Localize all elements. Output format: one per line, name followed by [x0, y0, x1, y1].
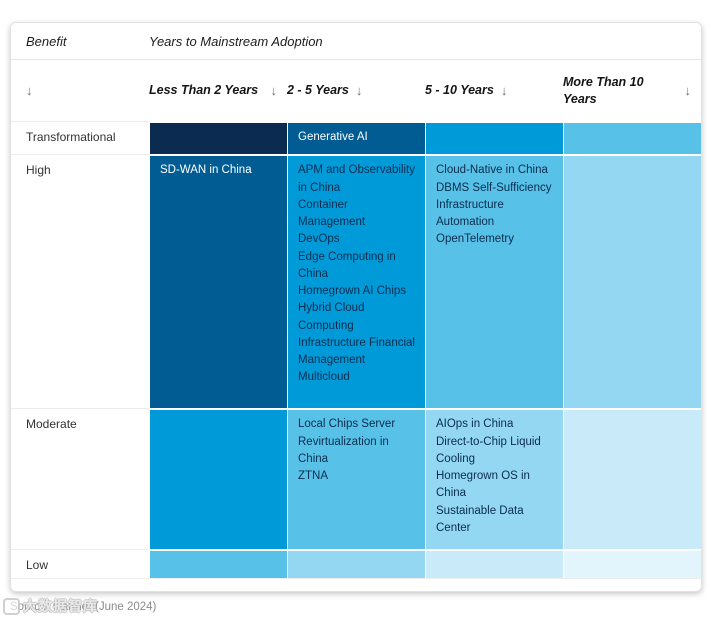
card-bottom-spacer	[11, 578, 701, 592]
sort-arrow-icon[interactable]: ↓	[684, 83, 692, 98]
column-header-label: 5 - 10 Years	[425, 83, 494, 98]
matrix-cell	[563, 408, 701, 550]
source-caption: Source: Gartner (June 2024)	[10, 601, 157, 613]
table-row: Low	[11, 549, 701, 579]
sort-arrow-icon[interactable]: ↓	[26, 83, 33, 98]
matrix-cell: AIOps in China Direct-to-Chip Liquid Cool…	[425, 408, 563, 550]
technology-item: Generative AI	[298, 131, 368, 143]
technology-item: Infrastructure Automation	[436, 198, 504, 228]
technology-item: Edge Computing in China	[298, 250, 396, 280]
matrix-cell	[149, 549, 287, 579]
matrix-cell	[287, 549, 425, 579]
table-row: Transformational Generative AI	[11, 121, 701, 155]
technology-item: Cloud-Native in China	[436, 164, 548, 177]
matrix-cell	[425, 549, 563, 579]
adoption-axis-label: Years to Mainstream Adoption	[149, 33, 323, 49]
column-header-label: 2 - 5 Years	[287, 83, 349, 98]
technology-item: DevOps	[298, 233, 340, 246]
benefit-column-header: ↓	[11, 83, 149, 98]
technology-item: Homegrown AI Chips	[298, 285, 407, 297]
column-header-5-10-years: 5 - 10 Years ↓	[425, 82, 563, 99]
technology-item: Multicloud	[298, 371, 350, 384]
sort-arrow-icon[interactable]: ↓	[355, 83, 363, 98]
table-row: Moderate Local Chips Server Revirtualizati…	[11, 408, 701, 550]
matrix-header-row-2: ↓ Less Than 2 Years ↓ 2 - 5 Years ↓ 5 - …	[11, 60, 701, 121]
technology-item: Hybrid Cloud Computing	[298, 302, 365, 332]
column-header-label: Less Than 2 Years	[149, 83, 259, 98]
technology-item: Infrastructure Financial Management	[298, 336, 415, 366]
column-header-more-than-10-years: More Than 10 Years ↓	[563, 74, 701, 108]
sort-arrow-icon[interactable]: ↓	[500, 83, 508, 98]
matrix-cell	[563, 549, 701, 579]
matrix-cell: Cloud-Native in China DBMS Self-Sufficien…	[425, 154, 563, 409]
matrix-cell	[563, 154, 701, 409]
matrix-cell	[563, 121, 701, 155]
technology-item: DBMS Self-Sufficiency	[436, 181, 552, 194]
technology-item: AIOps in China	[436, 418, 514, 431]
column-header-2-5-years: 2 - 5 Years ↓	[287, 82, 425, 99]
table-row: High SD-WAN in China APM and Observability…	[11, 154, 701, 409]
row-label: Low	[11, 549, 149, 579]
technology-item: ZTNA	[298, 470, 329, 482]
technology-item: Revirtualization in China	[298, 435, 389, 465]
matrix-cell	[149, 121, 287, 155]
technology-item: Sustainable Data Center	[436, 504, 524, 534]
priority-matrix-card: Benefit Years to Mainstream Adoption ↓ L…	[10, 22, 702, 593]
sort-arrow-icon[interactable]: ↓	[270, 83, 278, 98]
matrix-cell: SD-WAN in China	[149, 154, 287, 409]
matrix-cell: Generative AI	[287, 121, 425, 155]
technology-item: APM and Observability in China	[298, 164, 415, 194]
matrix-cell	[149, 408, 287, 550]
technology-item: Homegrown OS in China	[436, 470, 530, 500]
matrix-cell	[425, 121, 563, 155]
benefit-axis-label: Benefit	[26, 33, 67, 49]
row-label: Transformational	[11, 121, 149, 155]
technology-item: Direct-to-Chip Liquid Cooling	[436, 435, 541, 465]
technology-item: Container Management	[298, 198, 366, 228]
matrix-cell: Local Chips Server Revirtualization in Ch…	[287, 408, 425, 550]
column-header-less-than-2-years: Less Than 2 Years ↓	[149, 82, 287, 99]
matrix-header-row-1: Benefit Years to Mainstream Adoption	[11, 23, 701, 60]
row-label: High	[11, 154, 149, 409]
matrix-cell: APM and Observability in China Container …	[287, 154, 425, 409]
row-label: Moderate	[11, 408, 149, 550]
technology-item: OpenTelemetry	[436, 233, 514, 246]
technology-item: Local Chips Server	[298, 418, 396, 431]
technology-item: SD-WAN in China	[160, 164, 252, 177]
matrix-body: Transformational Generative AI High SD-WAN …	[11, 121, 701, 579]
column-header-label: More Than 10 Years	[563, 74, 644, 106]
